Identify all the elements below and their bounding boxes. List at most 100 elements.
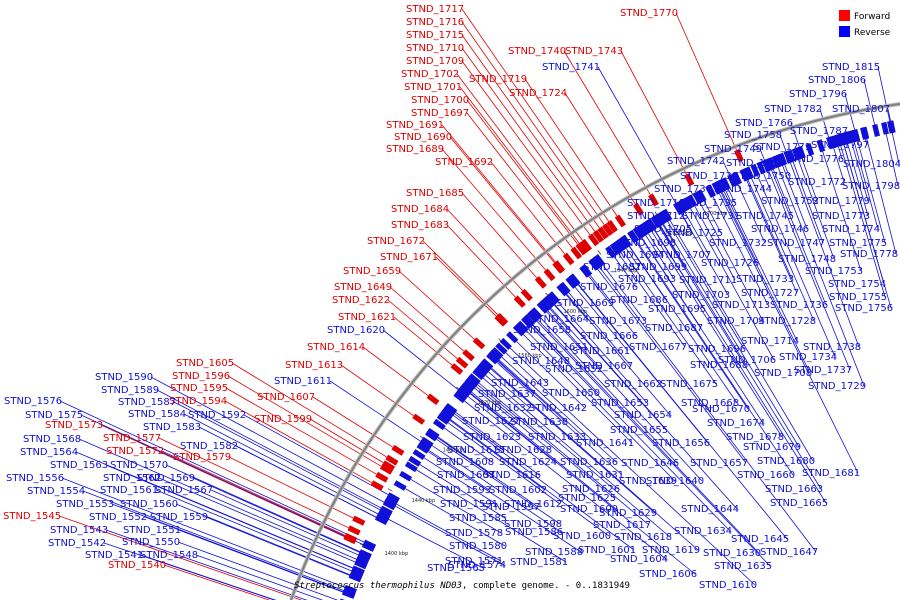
reverse-gene-arrow-33 [872, 124, 880, 137]
reverse-gene-arrow-134 [463, 378, 477, 391]
reverse-gene-arrow-49 [827, 135, 837, 149]
forward-gene-label: STND_1689 [386, 144, 444, 155]
reverse-gene-arrow-147 [474, 365, 488, 378]
forward-connector-line [389, 286, 465, 352]
reverse-connector-line [105, 464, 364, 574]
forward-connector-line [163, 564, 271, 600]
reverse-gene-arrow-151 [650, 215, 662, 229]
reverse-gene-arrow-143 [444, 403, 458, 415]
reverse-gene-label: STND_1624 [499, 457, 557, 468]
reverse-connector-line [660, 225, 747, 366]
reverse-gene-label: STND_1550 [122, 537, 180, 548]
forward-gene-label: STND_1691 [386, 120, 444, 131]
reverse-connector-line [464, 400, 667, 560]
kbp-tick-mark [545, 292, 550, 297]
reverse-gene-arrow-177 [383, 498, 397, 509]
reverse-gene-label: STND_1576 [4, 396, 62, 407]
reverse-gene-label: STND_1543 [50, 525, 108, 536]
reverse-gene-arrow-139 [530, 307, 543, 320]
forward-connector-line [456, 73, 583, 241]
reverse-gene-arrow-181 [526, 310, 539, 323]
reverse-gene-label: STND_1758 [724, 130, 782, 141]
reverse-gene-label: STND_1636 [560, 457, 618, 468]
reverse-connector-line [475, 386, 519, 422]
forward-gene-arrow-25 [379, 463, 393, 475]
reverse-connector-line [751, 178, 815, 322]
reverse-connector-line [772, 169, 793, 217]
reverse-gene-label: STND_1651 [530, 342, 588, 353]
reverse-gene-label: STND_1563 [50, 460, 108, 471]
reverse-gene-arrow-53 [795, 146, 805, 160]
reverse-gene-label: STND_1589 [101, 385, 159, 396]
reverse-gene-arrow-158 [646, 218, 657, 232]
reverse-connector-line [549, 308, 570, 331]
reverse-gene-arrow-171 [480, 358, 494, 371]
genome-backbone [289, 102, 900, 600]
reverse-connector-line [329, 380, 431, 449]
forward-gene-label: STND_1702 [401, 69, 459, 80]
legend-forward-label: Forward [854, 12, 890, 22]
reverse-gene-arrow-130 [643, 220, 654, 233]
forward-connector-line [161, 450, 346, 536]
reverse-gene-arrow-131 [512, 324, 526, 337]
reverse-connector-line [177, 541, 339, 600]
reverse-gene-label: STND_1732 [709, 238, 767, 249]
reverse-gene-label: STND_1771 [753, 142, 811, 153]
forward-gene-arrow-15 [513, 295, 526, 308]
reverse-gene-label: STND_1616 [483, 470, 541, 481]
reverse-connector-line [659, 226, 686, 268]
forward-gene-label: STND_1716 [406, 17, 464, 28]
reverse-gene-label: STND_1694 [606, 250, 664, 261]
forward-gene-label: STND_1605 [176, 358, 234, 369]
reverse-connector-line [822, 151, 862, 272]
reverse-gene-label: STND_1688 [690, 360, 748, 371]
reverse-connector-line [195, 554, 324, 600]
forward-gene-arrow-12 [562, 252, 575, 266]
reverse-gene-arrow-78 [686, 194, 698, 208]
reverse-gene-arrow-107 [750, 163, 760, 177]
forward-connector-line [224, 400, 373, 484]
forward-gene-arrow-31 [347, 525, 361, 536]
reverse-gene-arrow-169 [393, 480, 407, 491]
reverse-connector-line [158, 477, 367, 568]
forward-gene-label: STND_1599 [254, 414, 312, 425]
forward-connector-line [461, 8, 610, 222]
reverse-gene-label: STND_1735 [679, 198, 737, 209]
reverse-connector-line [540, 317, 678, 464]
reverse-connector-line [537, 319, 760, 554]
reverse-gene-label: STND_1705 [634, 224, 692, 235]
forward-gene-label: STND_1692 [435, 157, 493, 168]
reverse-connector-line [578, 284, 788, 540]
forward-connector-line [58, 515, 303, 600]
reverse-gene-arrow-182 [459, 383, 473, 396]
forward-gene-label: STND_1545 [3, 511, 61, 522]
reverse-connector-line [725, 190, 739, 217]
reverse-connector-line [405, 488, 506, 547]
reverse-connector-line [498, 359, 585, 438]
reverse-gene-label: STND_1675 [660, 379, 718, 390]
reverse-connector-line [410, 478, 502, 534]
forward-connector-line [466, 99, 579, 245]
forward-connector-line [620, 50, 687, 175]
reverse-gene-label: STND_1597 [482, 502, 540, 513]
reverse-gene-label: STND_1650 [542, 388, 600, 399]
reverse-gene-label: STND_1562 [103, 473, 161, 484]
reverse-gene-label: STND_1729 [808, 381, 866, 392]
forward-gene-label: STND_1724 [509, 88, 567, 99]
legend-reverse-label: Reverse [854, 28, 891, 38]
reverse-gene-label: STND_1627 [462, 416, 520, 427]
reverse-gene-label: STND_1635 [714, 561, 772, 572]
reverse-connector-line [501, 356, 617, 463]
reverse-gene-label: STND_1641 [576, 438, 634, 449]
reverse-gene-label: STND_1733 [736, 274, 794, 285]
reverse-gene-label: STND_1583 [143, 422, 201, 433]
reverse-gene-label: STND_1704 [707, 316, 765, 327]
reverse-connector-line [857, 141, 886, 244]
reverse-gene-label: STND_1815 [822, 62, 880, 73]
reverse-connector-line [891, 132, 900, 165]
reverse-gene-arrow-106 [682, 196, 693, 210]
reverse-gene-label: STND_1560 [120, 499, 178, 510]
forward-connector-line [466, 112, 573, 249]
reverse-gene-label: STND_1711 [679, 275, 737, 286]
reverse-gene-label: STND_1712 [627, 211, 685, 222]
